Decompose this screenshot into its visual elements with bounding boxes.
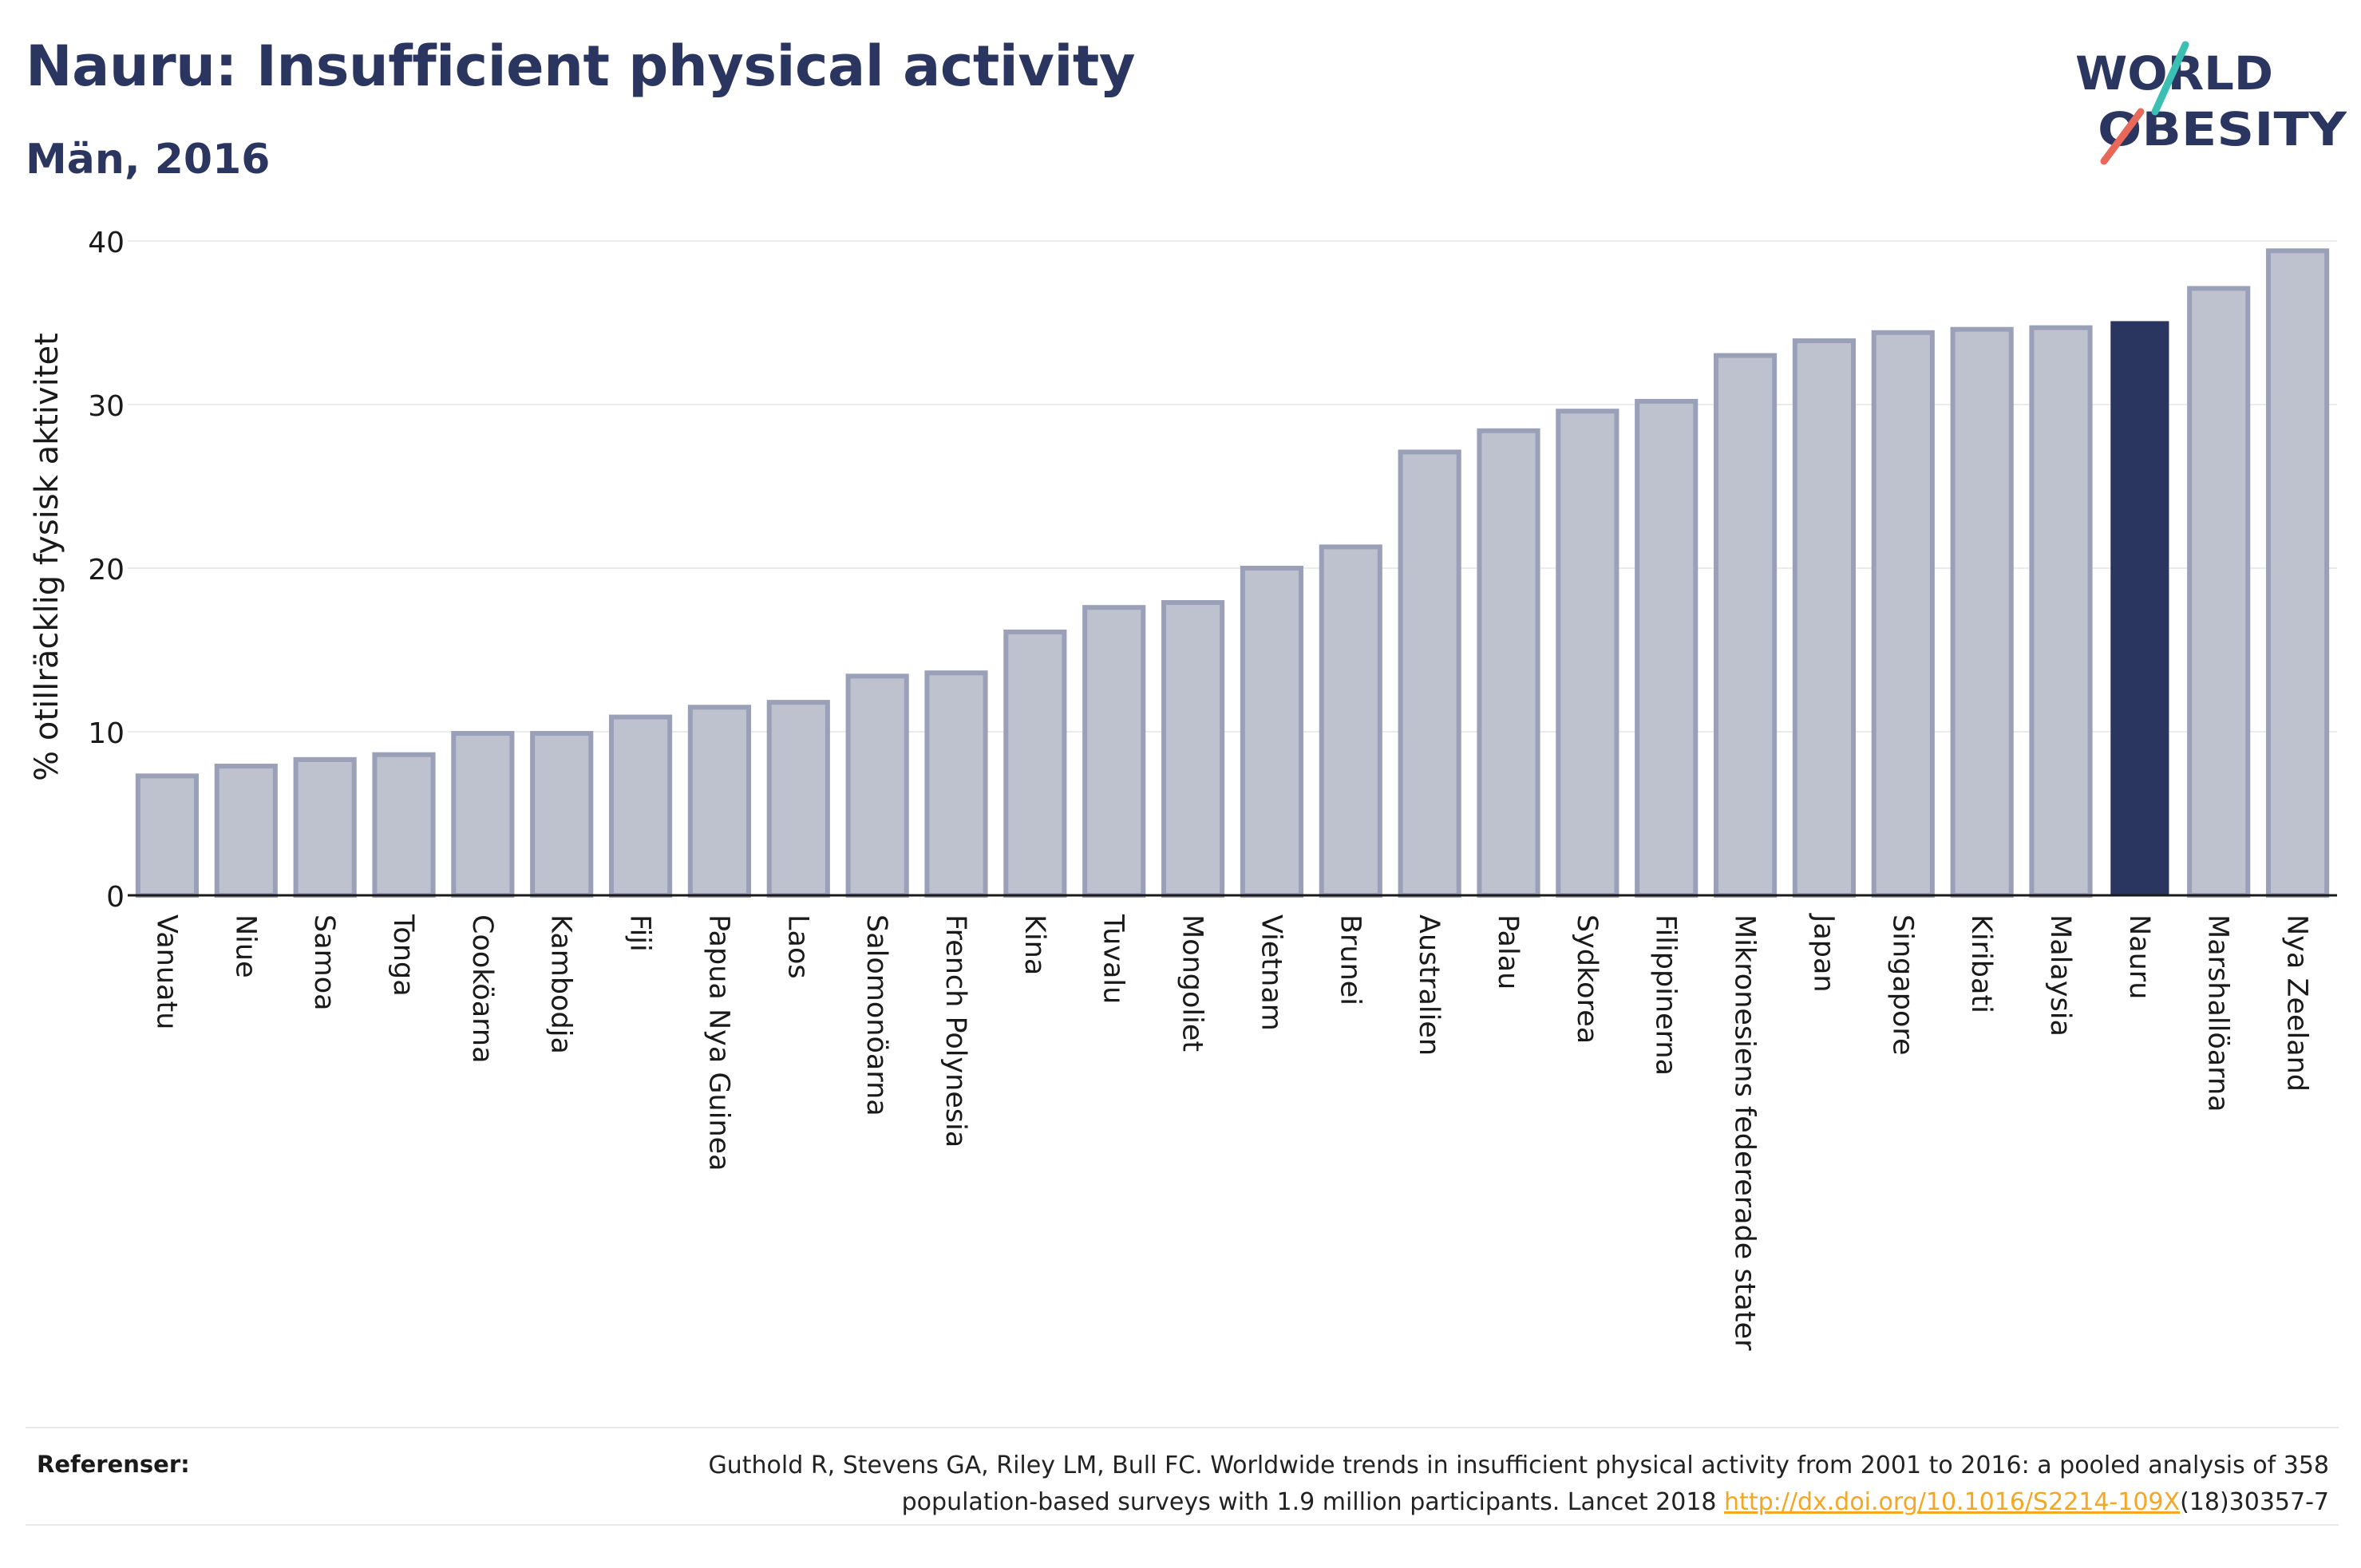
x-tick-label: Nya Zeeland [2281, 914, 2313, 1092]
bar-french-polynesia[interactable] [924, 670, 988, 898]
chart-subtitle: Män, 2016 [26, 136, 271, 184]
footer-divider-bottom [26, 1524, 2339, 1526]
bar-palau[interactable] [1477, 428, 1540, 898]
x-tick-label: Vietnam [1255, 914, 1287, 1031]
x-tick-label: Tuvalu [1097, 914, 1129, 1004]
bar-australien[interactable] [1398, 449, 1461, 898]
bar-mikronesiens-federerade-stater[interactable] [1713, 353, 1778, 898]
bar-tonga[interactable] [372, 752, 436, 899]
bar-kiribati[interactable] [1950, 326, 2014, 898]
x-tick-label: Filippinerna [1650, 914, 1682, 1076]
bar-sydkorea[interactable] [1556, 409, 1619, 898]
x-tick-label: Mikronesiens federerade stater [1729, 914, 1761, 1351]
reference-line2-prefix: population-based surveys with 1.9 millio… [901, 1488, 1725, 1516]
bar-filippinerna[interactable] [1635, 398, 1699, 898]
x-tick-label: Mongoliet [1177, 914, 1208, 1052]
bar-nya-zeeland[interactable] [2265, 248, 2330, 898]
bar-singapore[interactable] [1871, 330, 1935, 898]
references-label: Referenser: [37, 1451, 190, 1478]
reference-line2-suffix: (18)30357-7 [2180, 1488, 2329, 1516]
x-tick-label: Brunei [1334, 914, 1366, 1005]
bar-fiji[interactable] [608, 714, 673, 898]
bar-cooköarna[interactable] [451, 731, 515, 898]
x-tick-label: Laos [781, 914, 813, 979]
x-tick-label: Palau [1492, 914, 1524, 989]
x-tick-label: French Polynesia [939, 914, 971, 1147]
bar-laos[interactable] [766, 700, 830, 898]
x-tick-label: Malaysia [2044, 914, 2076, 1037]
world-obesity-logo: WORLD OBESITY [2075, 41, 2347, 165]
reference-line1: Guthold R, Stevens GA, Riley LM, Bull FC… [708, 1451, 2329, 1479]
chart-title: Nauru: Insufficient physical activity [26, 34, 1136, 99]
x-tick-label: Sydkorea [1571, 914, 1603, 1044]
x-tick-label: Papua Nya Guinea [702, 914, 734, 1171]
y-tick-label: 40 [88, 227, 125, 259]
logo-slash-top [2151, 41, 2189, 116]
bar-mongoliet[interactable] [1161, 600, 1225, 898]
logo-slash-bottom [2100, 108, 2145, 165]
y-tick-label: 10 [88, 717, 125, 750]
reference-text: Guthold R, Stevens GA, Riley LM, Bull FC… [493, 1448, 2329, 1521]
bar-chart: 0 10 20 30 40 Vanuatu Niue Samoa Tonga Cooköarna K… [29, 227, 2337, 1351]
bar-japan[interactable] [1792, 338, 1857, 898]
bar-kambodja[interactable] [530, 731, 594, 898]
x-tick-label: Vanuatu [150, 914, 182, 1029]
bar-vietnam[interactable] [1240, 566, 1304, 898]
x-tick-label: Japan [1807, 913, 1839, 993]
bar-niue[interactable] [214, 764, 278, 898]
x-tick-label: Kina [1018, 914, 1050, 975]
x-tick-label: Niue [229, 914, 261, 978]
x-tick-label: Fiji [624, 914, 656, 952]
x-tick-label: Singapore [1886, 914, 1918, 1056]
x-tick-label: Nauru [2123, 914, 2155, 999]
x-tick-label: Kiribati [1965, 914, 1997, 1013]
bar-vanuatu[interactable] [135, 773, 200, 898]
x-tick-label: Cooköarna [466, 914, 498, 1064]
x-tick-label: Marshallöarna [2202, 914, 2234, 1112]
bar-brunei[interactable] [1319, 544, 1382, 898]
bar-malaysia[interactable] [2029, 325, 2093, 898]
bar-layer [135, 248, 2330, 899]
y-tick-label: 0 [106, 881, 125, 914]
bar-nauru[interactable] [2110, 321, 2169, 895]
reference-link[interactable]: http://dx.doi.org/10.1016/S2214-109X [1724, 1488, 2181, 1516]
y-axis-title: % otillräcklig fysisk aktivitet [29, 333, 65, 781]
bar-kina[interactable] [1003, 629, 1067, 898]
x-tick-label: Salomonöarna [860, 914, 892, 1116]
bar-papua-nya-guinea[interactable] [687, 705, 752, 898]
label-layer: 0 10 20 30 40 Vanuatu Niue Samoa Tonga Cooköarna K… [88, 227, 2312, 1351]
y-tick-label: 20 [88, 554, 125, 587]
x-tick-label: Australien [1413, 914, 1445, 1056]
bar-samoa[interactable] [293, 756, 357, 898]
x-tick-label: Samoa [308, 914, 340, 1011]
x-tick-label: Tonga [387, 914, 419, 997]
bar-marshallöarna[interactable] [2187, 286, 2251, 898]
bar-tuvalu[interactable] [1082, 605, 1146, 898]
y-tick-label: 30 [88, 390, 125, 423]
x-tick-label: Kambodja [545, 914, 577, 1054]
bar-salomonöarna[interactable] [845, 673, 909, 898]
footer-divider-top [26, 1427, 2339, 1428]
